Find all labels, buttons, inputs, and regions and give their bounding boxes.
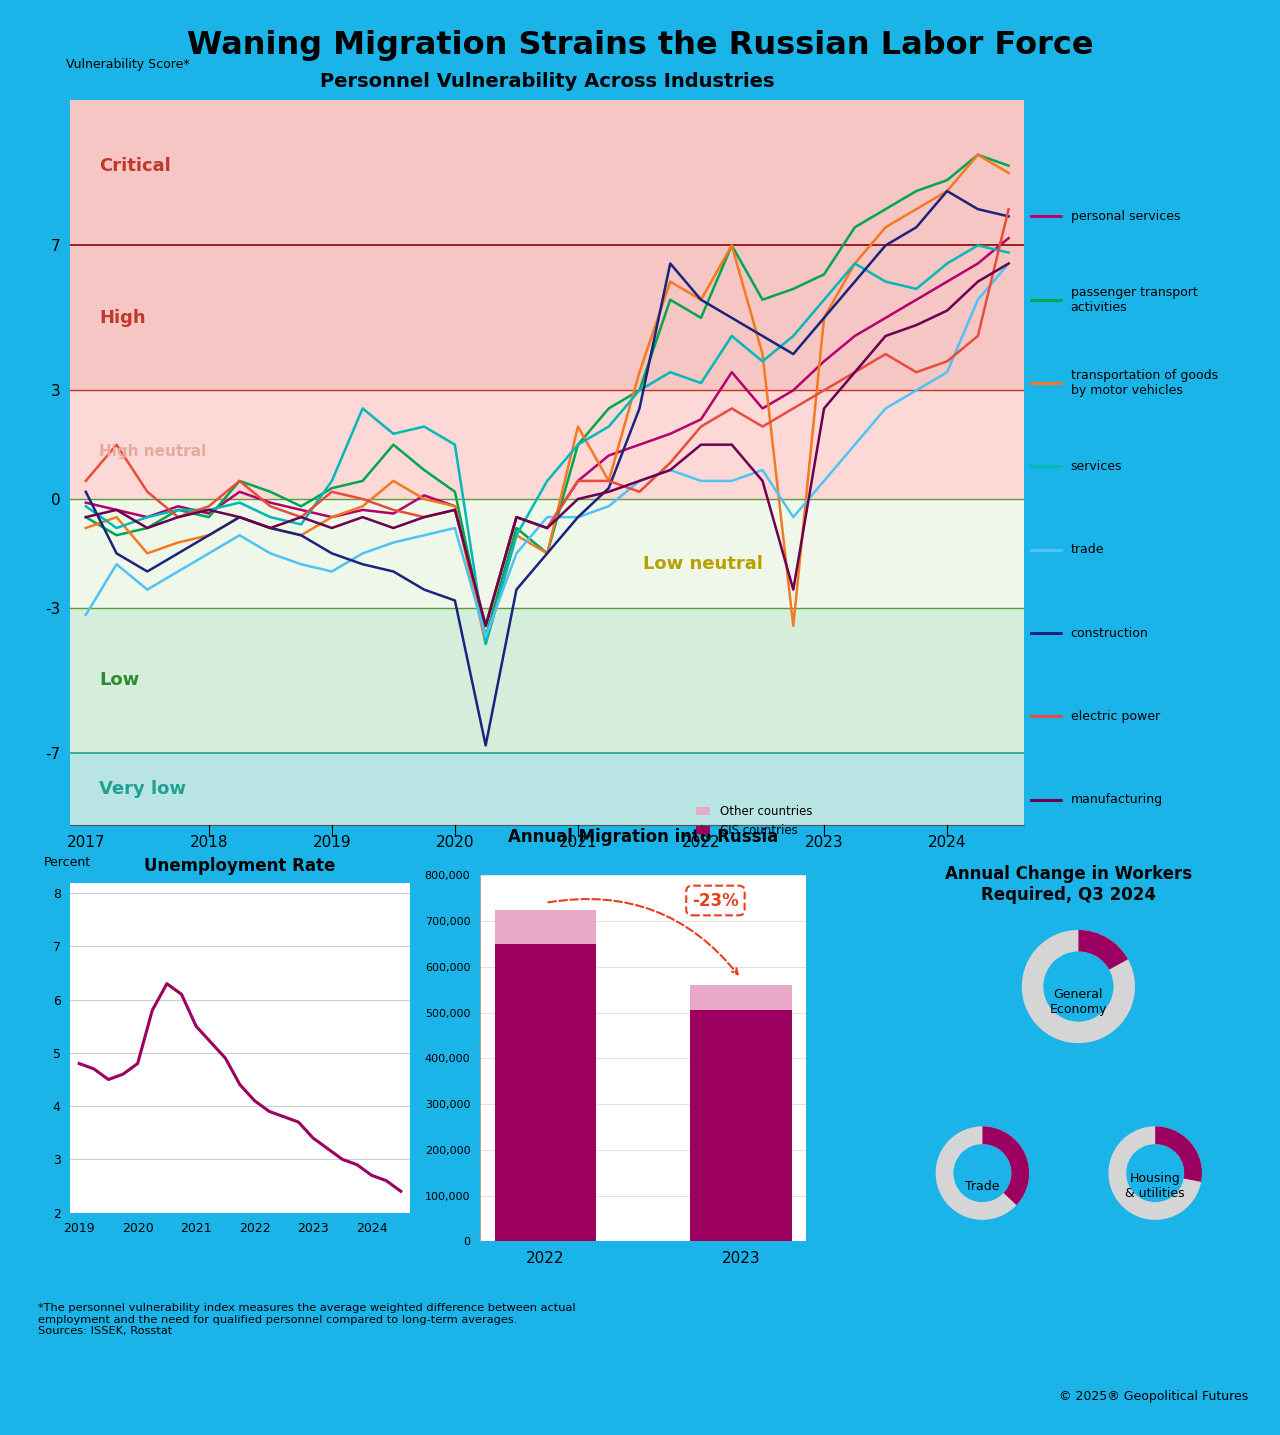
- Text: +37%: +37%: [960, 1161, 1005, 1174]
- Text: *The personnel vulnerability index measures the average weighted difference betw: *The personnel vulnerability index measu…: [38, 1303, 576, 1336]
- Bar: [70, 245, 1024, 390]
- Text: Annual Change in Workers
Required, Q3 2024: Annual Change in Workers Required, Q3 20…: [945, 865, 1193, 904]
- Bar: [70, 608, 1024, 752]
- Text: High: High: [99, 309, 146, 327]
- Text: construction: construction: [1070, 627, 1148, 640]
- Text: trade: trade: [1070, 544, 1105, 557]
- Bar: [70, 499, 1024, 608]
- Text: Very low: Very low: [99, 779, 186, 798]
- Text: Waning Migration Strains the Russian Labor Force: Waning Migration Strains the Russian Lab…: [187, 30, 1093, 62]
- Text: +17%: +17%: [1052, 970, 1105, 989]
- Title: Annual Migration into Russia: Annual Migration into Russia: [508, 828, 778, 847]
- Text: Housing
& utilities: Housing & utilities: [1125, 1172, 1185, 1200]
- Wedge shape: [1021, 930, 1135, 1043]
- Wedge shape: [1108, 1126, 1202, 1220]
- Text: electric power: electric power: [1070, 710, 1160, 723]
- Text: services: services: [1070, 459, 1123, 474]
- Text: Critical: Critical: [99, 156, 170, 175]
- Text: Percent: Percent: [44, 857, 91, 870]
- Text: personal services: personal services: [1070, 210, 1180, 222]
- Text: manufacturing: manufacturing: [1070, 794, 1162, 806]
- Text: Low neutral: Low neutral: [643, 555, 763, 573]
- Wedge shape: [1078, 930, 1128, 970]
- Wedge shape: [983, 1126, 1029, 1205]
- Wedge shape: [936, 1126, 1029, 1220]
- Bar: [70, 752, 1024, 825]
- Title: Unemployment Rate: Unemployment Rate: [145, 858, 335, 875]
- Text: passenger transport
activities: passenger transport activities: [1070, 286, 1197, 314]
- Text: Trade: Trade: [965, 1180, 1000, 1192]
- Wedge shape: [1156, 1126, 1202, 1182]
- Text: transportation of goods
by motor vehicles: transportation of goods by motor vehicle…: [1070, 369, 1217, 397]
- Text: +28%: +28%: [1133, 1161, 1178, 1174]
- Bar: [70, 390, 1024, 499]
- Text: High neutral: High neutral: [99, 445, 206, 459]
- Bar: [495, 944, 596, 1241]
- Text: © 2025® Geopolitical Futures: © 2025® Geopolitical Futures: [1059, 1391, 1248, 1403]
- Text: -23%: -23%: [692, 891, 739, 910]
- Title: Personnel Vulnerability Across Industries: Personnel Vulnerability Across Industrie…: [320, 72, 774, 90]
- Text: General
Economy: General Economy: [1050, 989, 1107, 1016]
- Legend: Other countries, CIS countries: Other countries, CIS countries: [691, 801, 817, 842]
- Bar: [690, 1010, 791, 1241]
- Bar: [495, 910, 596, 944]
- Bar: [690, 984, 791, 1010]
- Bar: [70, 100, 1024, 245]
- Text: Low: Low: [99, 672, 140, 689]
- Text: Vulnerability Score*: Vulnerability Score*: [65, 59, 189, 72]
